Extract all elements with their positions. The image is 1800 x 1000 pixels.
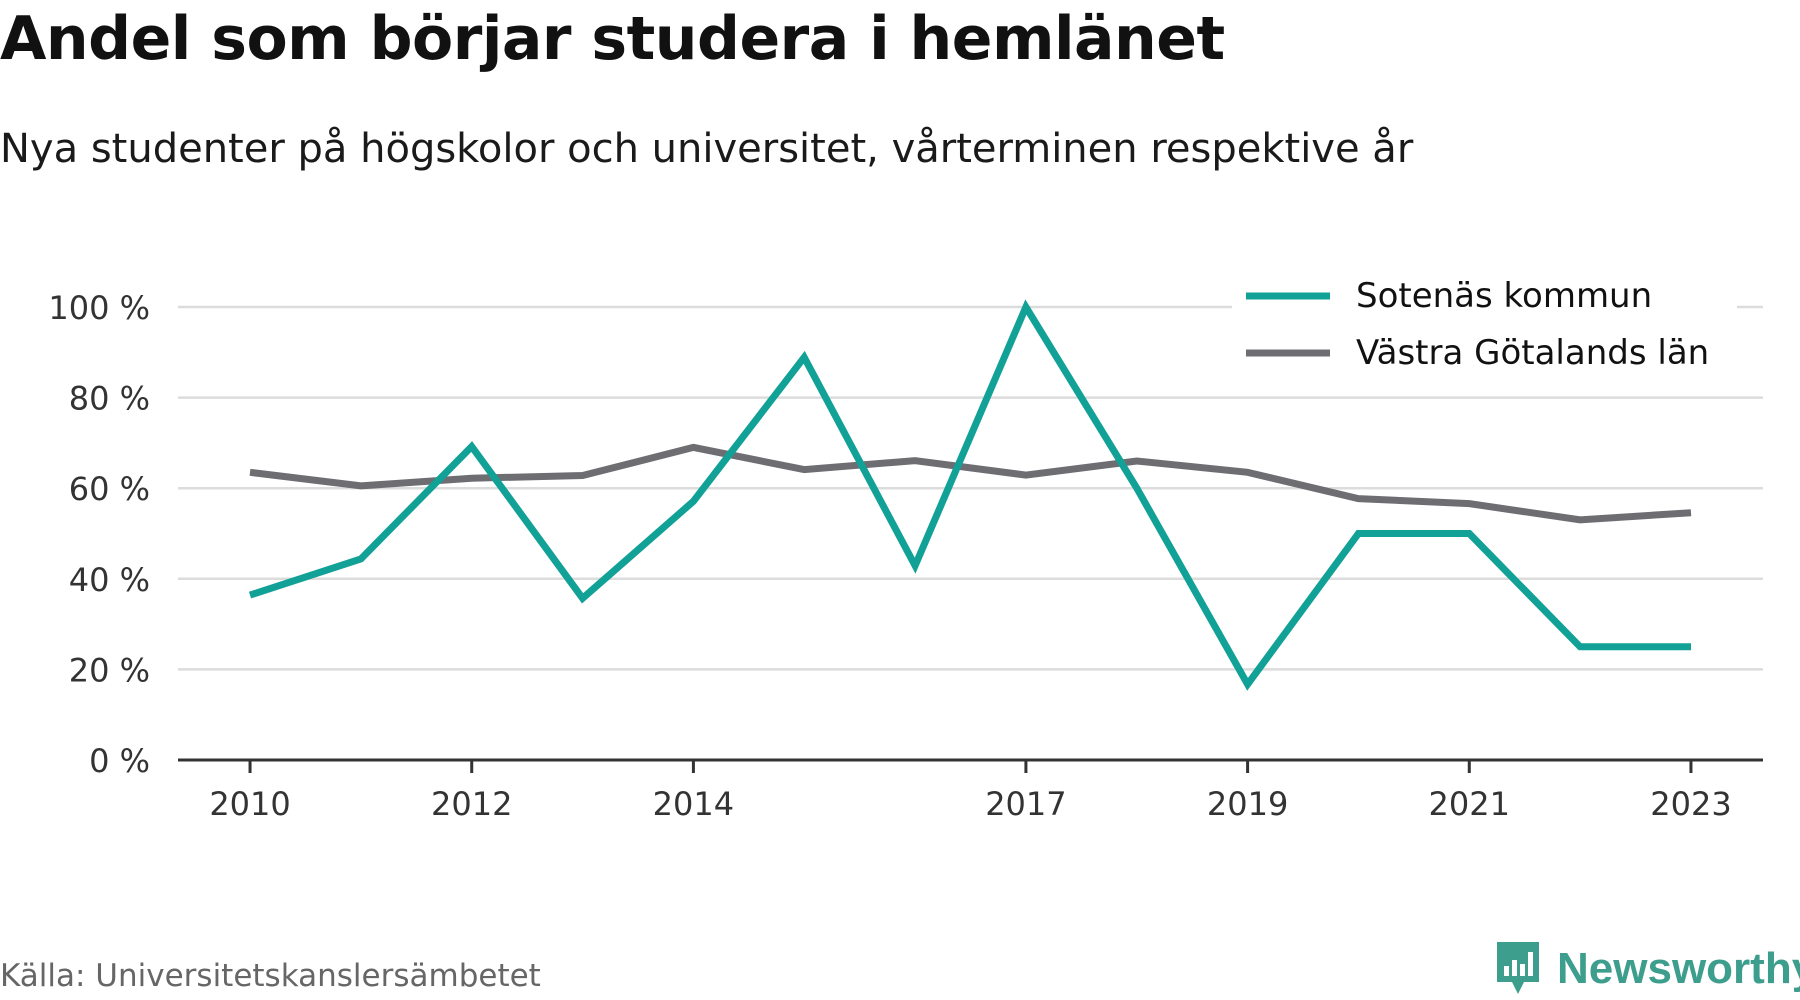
- legend-background: [1232, 270, 1737, 385]
- source-note: Källa: Universitetskanslersämbetet: [0, 958, 541, 994]
- bar-chart-speech-bubble-icon: [1497, 942, 1539, 994]
- brand-logo: Newsworthy: [1493, 938, 1800, 1000]
- y-axis-ticks: 0 % 20 % 40 % 60 % 80 % 100 %: [48, 289, 150, 780]
- series-lines: [248, 299, 1692, 691]
- chart-subtitle: Nya studenter på högskolor och universit…: [0, 126, 1414, 172]
- y-tick-label: 80 %: [69, 380, 150, 418]
- chart-title: Andel som börjar studera i hemlänet: [0, 4, 1225, 74]
- y-tick-label: 20 %: [69, 651, 150, 689]
- x-tick-label: 2012: [431, 785, 512, 823]
- x-tick-label: 2021: [1429, 785, 1510, 823]
- legend-label: Sotenäs kommun: [1356, 276, 1652, 316]
- legend-label: Västra Götalands län: [1356, 333, 1709, 373]
- y-tick-label: 0 %: [89, 742, 150, 780]
- x-axis: 2010 2012 2014 2017 2019 2021 2023: [178, 758, 1763, 823]
- series-line: [248, 299, 1691, 691]
- x-tick-label: 2010: [209, 785, 290, 823]
- legend: Sotenäs kommun Västra Götalands län: [1232, 270, 1737, 385]
- y-tick-label: 100 %: [48, 289, 150, 327]
- brand-name: Newsworthy: [1557, 944, 1800, 993]
- y-tick-label: 60 %: [69, 470, 150, 508]
- x-tick-label: 2014: [653, 785, 734, 823]
- series-line: [249, 443, 1692, 524]
- x-tick-label: 2023: [1650, 785, 1731, 823]
- y-tick-label: 40 %: [69, 561, 150, 599]
- x-tick-label: 2017: [985, 785, 1066, 823]
- x-tick-label: 2019: [1207, 785, 1288, 823]
